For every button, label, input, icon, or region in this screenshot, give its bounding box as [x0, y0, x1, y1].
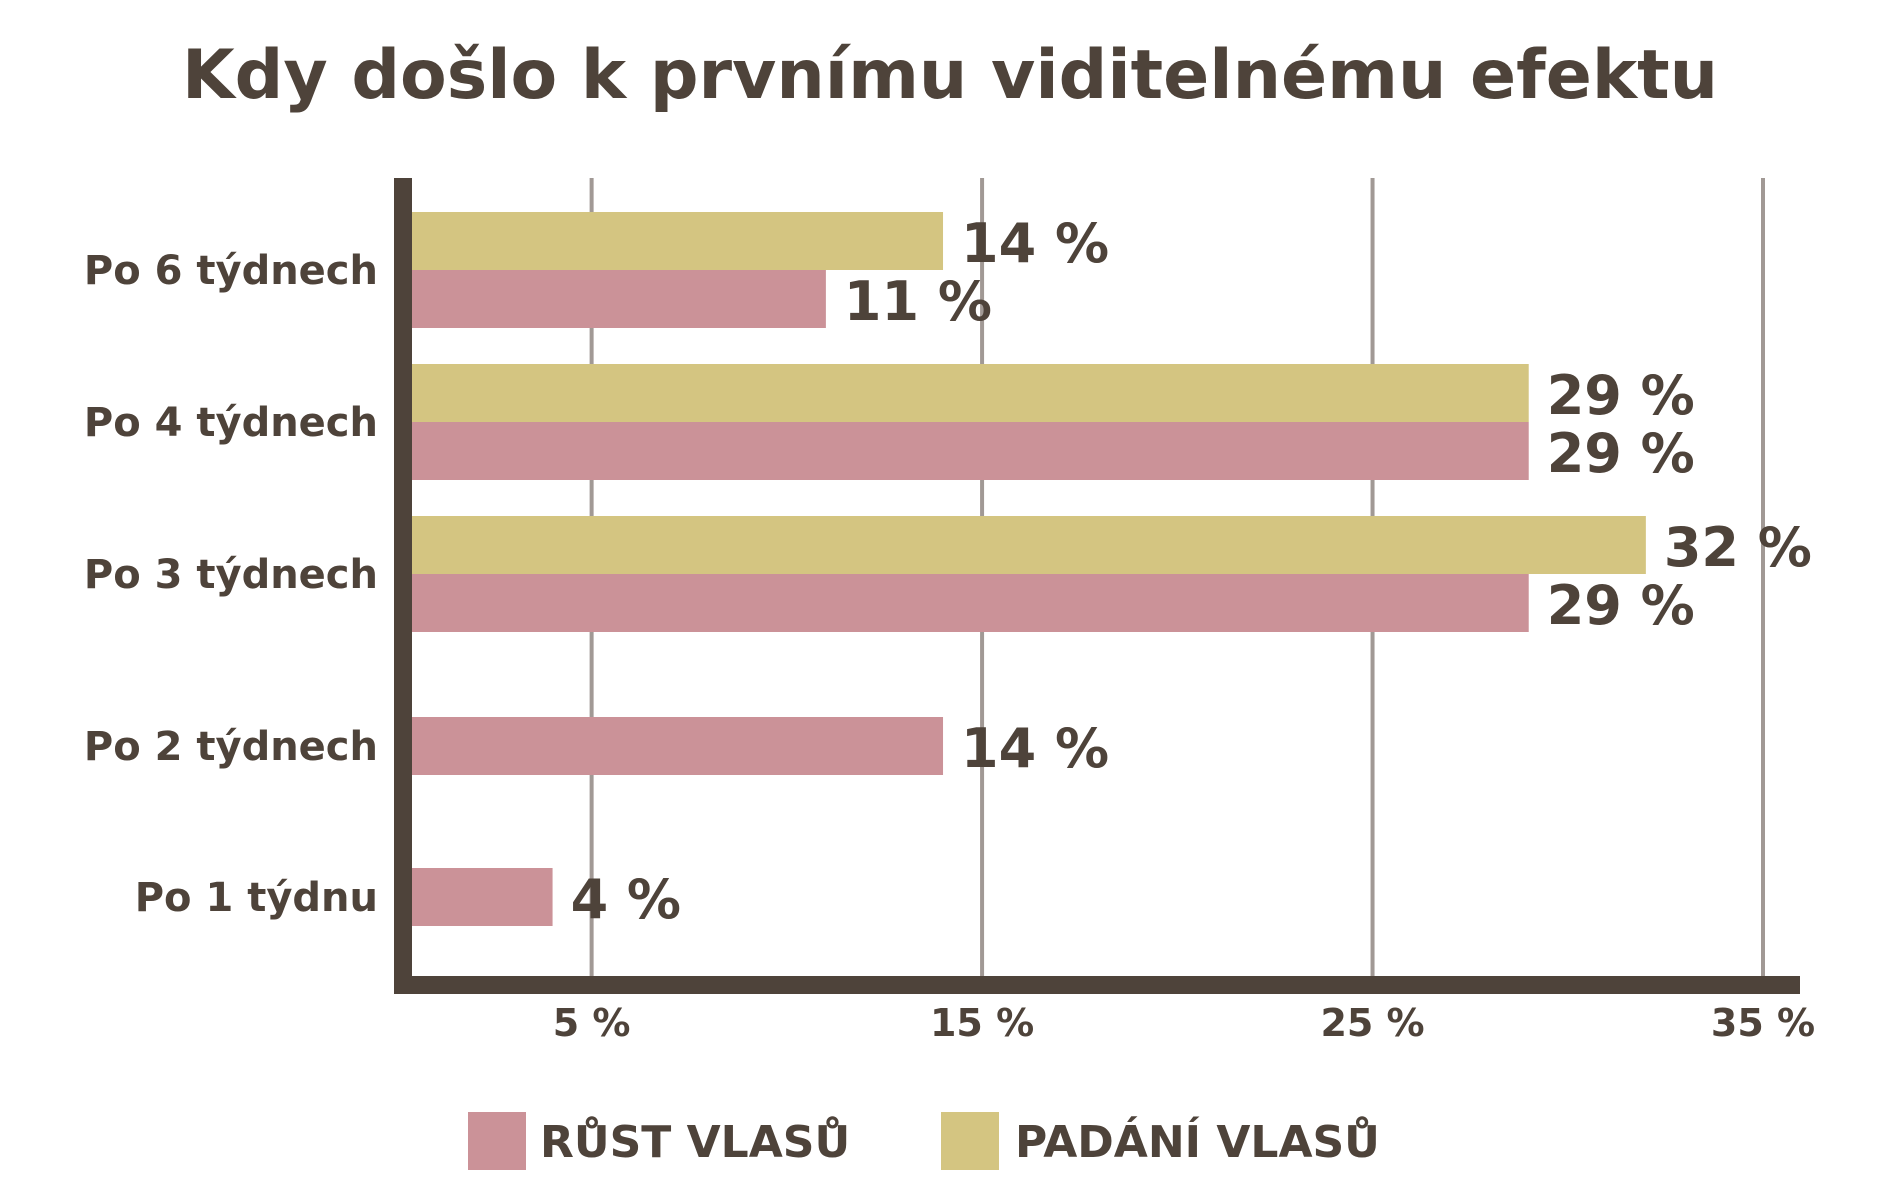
- bar-rust-1: [412, 270, 826, 328]
- bars: [412, 212, 1646, 926]
- legend-swatch-2: [941, 1112, 999, 1170]
- axes: [394, 178, 1800, 994]
- legend: RŮST VLASŮ PADÁNÍ VLASŮ: [468, 1112, 1380, 1170]
- bar-rust-2: [412, 422, 1529, 480]
- category-label-2: Po 4 týdnech: [84, 400, 378, 446]
- x-tick-label-5: 5 %: [553, 1001, 631, 1045]
- chart-title: Kdy došlo k prvnímu viditelnému efektu: [182, 36, 1718, 115]
- data-label-padani-1: 14 %: [961, 212, 1109, 275]
- category-label-3: Po 3 týdnech: [84, 552, 378, 598]
- category-label-4: Po 2 týdnech: [84, 724, 378, 770]
- x-tick-label-15: 15 %: [930, 1001, 1034, 1045]
- y-axis-line: [394, 178, 412, 994]
- data-label-padani-2: 29 %: [1547, 364, 1695, 427]
- data-label-rust-4: 14 %: [961, 717, 1109, 780]
- data-labels: 14 %11 %29 %29 %32 %29 %14 %4 %: [571, 212, 1812, 931]
- data-label-rust-1: 11 %: [844, 270, 992, 333]
- legend-label-2: PADÁNÍ VLASŮ: [1015, 1115, 1380, 1168]
- legend-swatch-1: [468, 1112, 526, 1170]
- bar-rust-4: [412, 717, 944, 775]
- bar-padani-2: [412, 364, 1529, 422]
- bar-padani-3: [412, 516, 1646, 574]
- bar-padani-1: [412, 212, 944, 270]
- data-label-rust-2: 29 %: [1547, 422, 1695, 485]
- x-tick-label-35: 35 %: [1711, 1001, 1815, 1045]
- x-axis-line: [394, 976, 1800, 994]
- bar-rust-5: [412, 868, 553, 926]
- bar-rust-3: [412, 574, 1529, 632]
- legend-label-1: RŮST VLASŮ: [540, 1115, 850, 1168]
- x-tick-label-25: 25 %: [1320, 1001, 1424, 1045]
- data-label-rust-3: 29 %: [1547, 574, 1695, 637]
- category-labels: Po 6 týdnech Po 4 týdnech Po 3 týdnech Po 2…: [84, 248, 378, 921]
- category-label-1: Po 6 týdnech: [84, 248, 378, 294]
- x-tick-labels: 5 % 15 % 25 % 35 %: [553, 1001, 1815, 1045]
- data-label-padani-3: 32 %: [1664, 516, 1812, 579]
- data-label-rust-5: 4 %: [571, 868, 681, 931]
- category-label-5: Po 1 týdnu: [135, 875, 378, 921]
